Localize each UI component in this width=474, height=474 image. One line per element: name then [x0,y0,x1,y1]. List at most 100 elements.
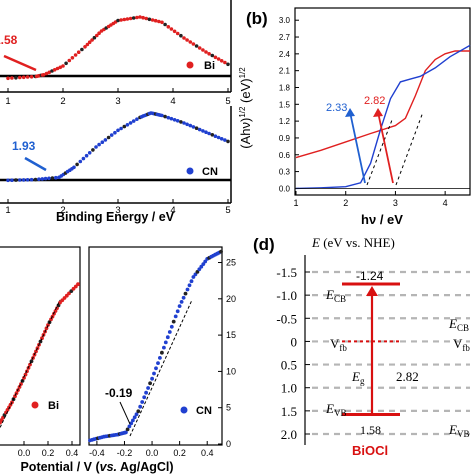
c-right-point-24 [129,421,134,426]
d-ytick-label-2: -0.5 [276,311,297,326]
a-bot-point-73 [213,134,218,138]
c-left-legend-marker [31,401,39,409]
a-top-point-56 [160,20,164,25]
a-top-ticks: 1 2 3 4 5 [5,88,231,107]
c-right-legend-label: CN [196,405,212,417]
a-bot-point-75 [219,137,224,141]
a-bot-point-29 [97,142,101,147]
c-left-point-28 [40,336,44,341]
c-right-point-31 [142,395,147,400]
b-xlabel: hν / eV [361,212,403,227]
b-arrow-blue-head [345,108,355,117]
a-bot-point-3 [18,178,22,182]
a-top-point-72 [210,53,215,58]
b-series [295,44,471,190]
a-bot-point-2 [14,178,18,182]
c-left-point-27 [38,339,43,344]
a-top-point-24 [70,56,75,60]
c-right-ytick-label-3: 15 [226,330,236,340]
b-frame [294,7,471,196]
c-right-point-47 [173,314,178,319]
a-bot-point-28 [94,145,98,149]
a-top-point-3 [18,75,22,80]
a-top-point-48 [135,15,139,20]
c-right-point-54 [187,283,192,288]
b-ytick-label-10: 3.0 [279,16,291,25]
a-top-point-5 [25,75,30,79]
a-top-point-32 [92,35,97,40]
a-top-point-16 [47,70,52,75]
c-right-point-51 [181,295,186,300]
c-right-fit-line [129,299,193,437]
c-right-point-29 [138,404,143,409]
a-bot-point-7 [33,177,38,182]
a-bot-point-61 [175,119,180,123]
c-left-xtick-label-1: 0.2 [42,448,55,458]
a-top-point-66 [191,42,196,46]
d-vb-label: EVB [325,401,346,418]
a-bot-point-72 [210,133,215,137]
c-right-xtick-label-2: 0.0 [146,448,159,458]
a-bot-point-8 [37,177,41,181]
a-top-legend-marker [186,61,194,69]
a-top-point-73 [213,55,218,60]
b-ticks: 1 2 3 4 0.0 0.3 0.6 0.9 1.2 1.5 1.8 2.1 2.4 2.7 3.0 [279,16,448,208]
b-series-red [295,50,470,159]
c-right-point-37 [154,366,158,371]
a-bot-point-36 [119,126,123,131]
a-top-point-52 [147,17,152,22]
b-ytick-label-6: 1.8 [279,83,291,92]
c-right-point-32 [144,390,149,395]
a-top-point-46 [128,16,133,21]
d-panel-label: (d) [253,235,275,254]
a-top-point-76 [223,60,227,65]
c-right-point-26 [132,415,137,420]
c-right-point-62 [203,259,208,264]
d-vb-label-2: EVB [448,422,469,439]
a-top-point-71 [207,52,211,56]
a-top-point-28 [83,45,87,49]
c-right-ytick-label-2: 10 [226,366,236,376]
c-left-point-34 [49,317,53,322]
c-right-point-46 [171,319,176,324]
a-top-arrow [3,54,37,72]
b-ytick-label-8: 2.4 [279,50,291,59]
panel-a-top: 1 2 3 4 5 1.58 Bi [0,0,232,107]
c-right-annotation: -0.19 [105,386,133,400]
a-top-tick-label-2: 3 [115,96,120,107]
b-ytick-label-3: 0.9 [279,134,291,143]
panel-c-right: -0.4 -0.2 0.0 0.2 0.4 0 5 10 15 20 25 -0.19 CN Pot… [20,246,236,474]
a-bot-legend-label: CN [202,166,218,178]
c-right-series [88,249,223,443]
b-arrow-blue [349,111,366,184]
a-top-point-30 [87,40,92,44]
a-top-point-70 [204,50,208,54]
d-fb-label: Vfb [330,336,347,353]
c-left-ticks: 0.0 0.2 0.4 [18,441,78,458]
c-right-xtick-label-0: -0.4 [89,448,105,458]
c-right-point-28 [136,409,141,414]
a-top-point-68 [197,46,202,50]
a-bot-point-69 [201,129,205,133]
a-top-point-61 [175,31,180,36]
a-bot-point-74 [216,135,221,140]
a-top-tick-label-0: 1 [5,96,10,107]
a-bot-point-38 [125,123,130,127]
c-right-point-41 [162,345,166,350]
a-bot-point-70 [204,130,208,134]
c-left-point-20 [28,362,32,367]
a-bot-point-4 [21,178,26,182]
a-bot-point-11 [47,176,51,181]
c-right-point-42 [163,340,168,345]
c-left-fit-line [0,299,61,429]
a-bot-xlabel: Binding Energy / eV [56,210,175,224]
a-bot-point-32 [106,135,111,140]
a-top-point-74 [216,57,221,61]
a-top-tick-label-4: 5 [225,96,230,107]
b-ytick-label-4: 1.2 [279,117,291,126]
a-top-point-14 [41,73,46,77]
a-top-point-60 [172,29,177,34]
c-right-point-50 [179,300,184,304]
c-left-point-44 [67,291,71,296]
a-bot-point-10 [43,176,48,181]
